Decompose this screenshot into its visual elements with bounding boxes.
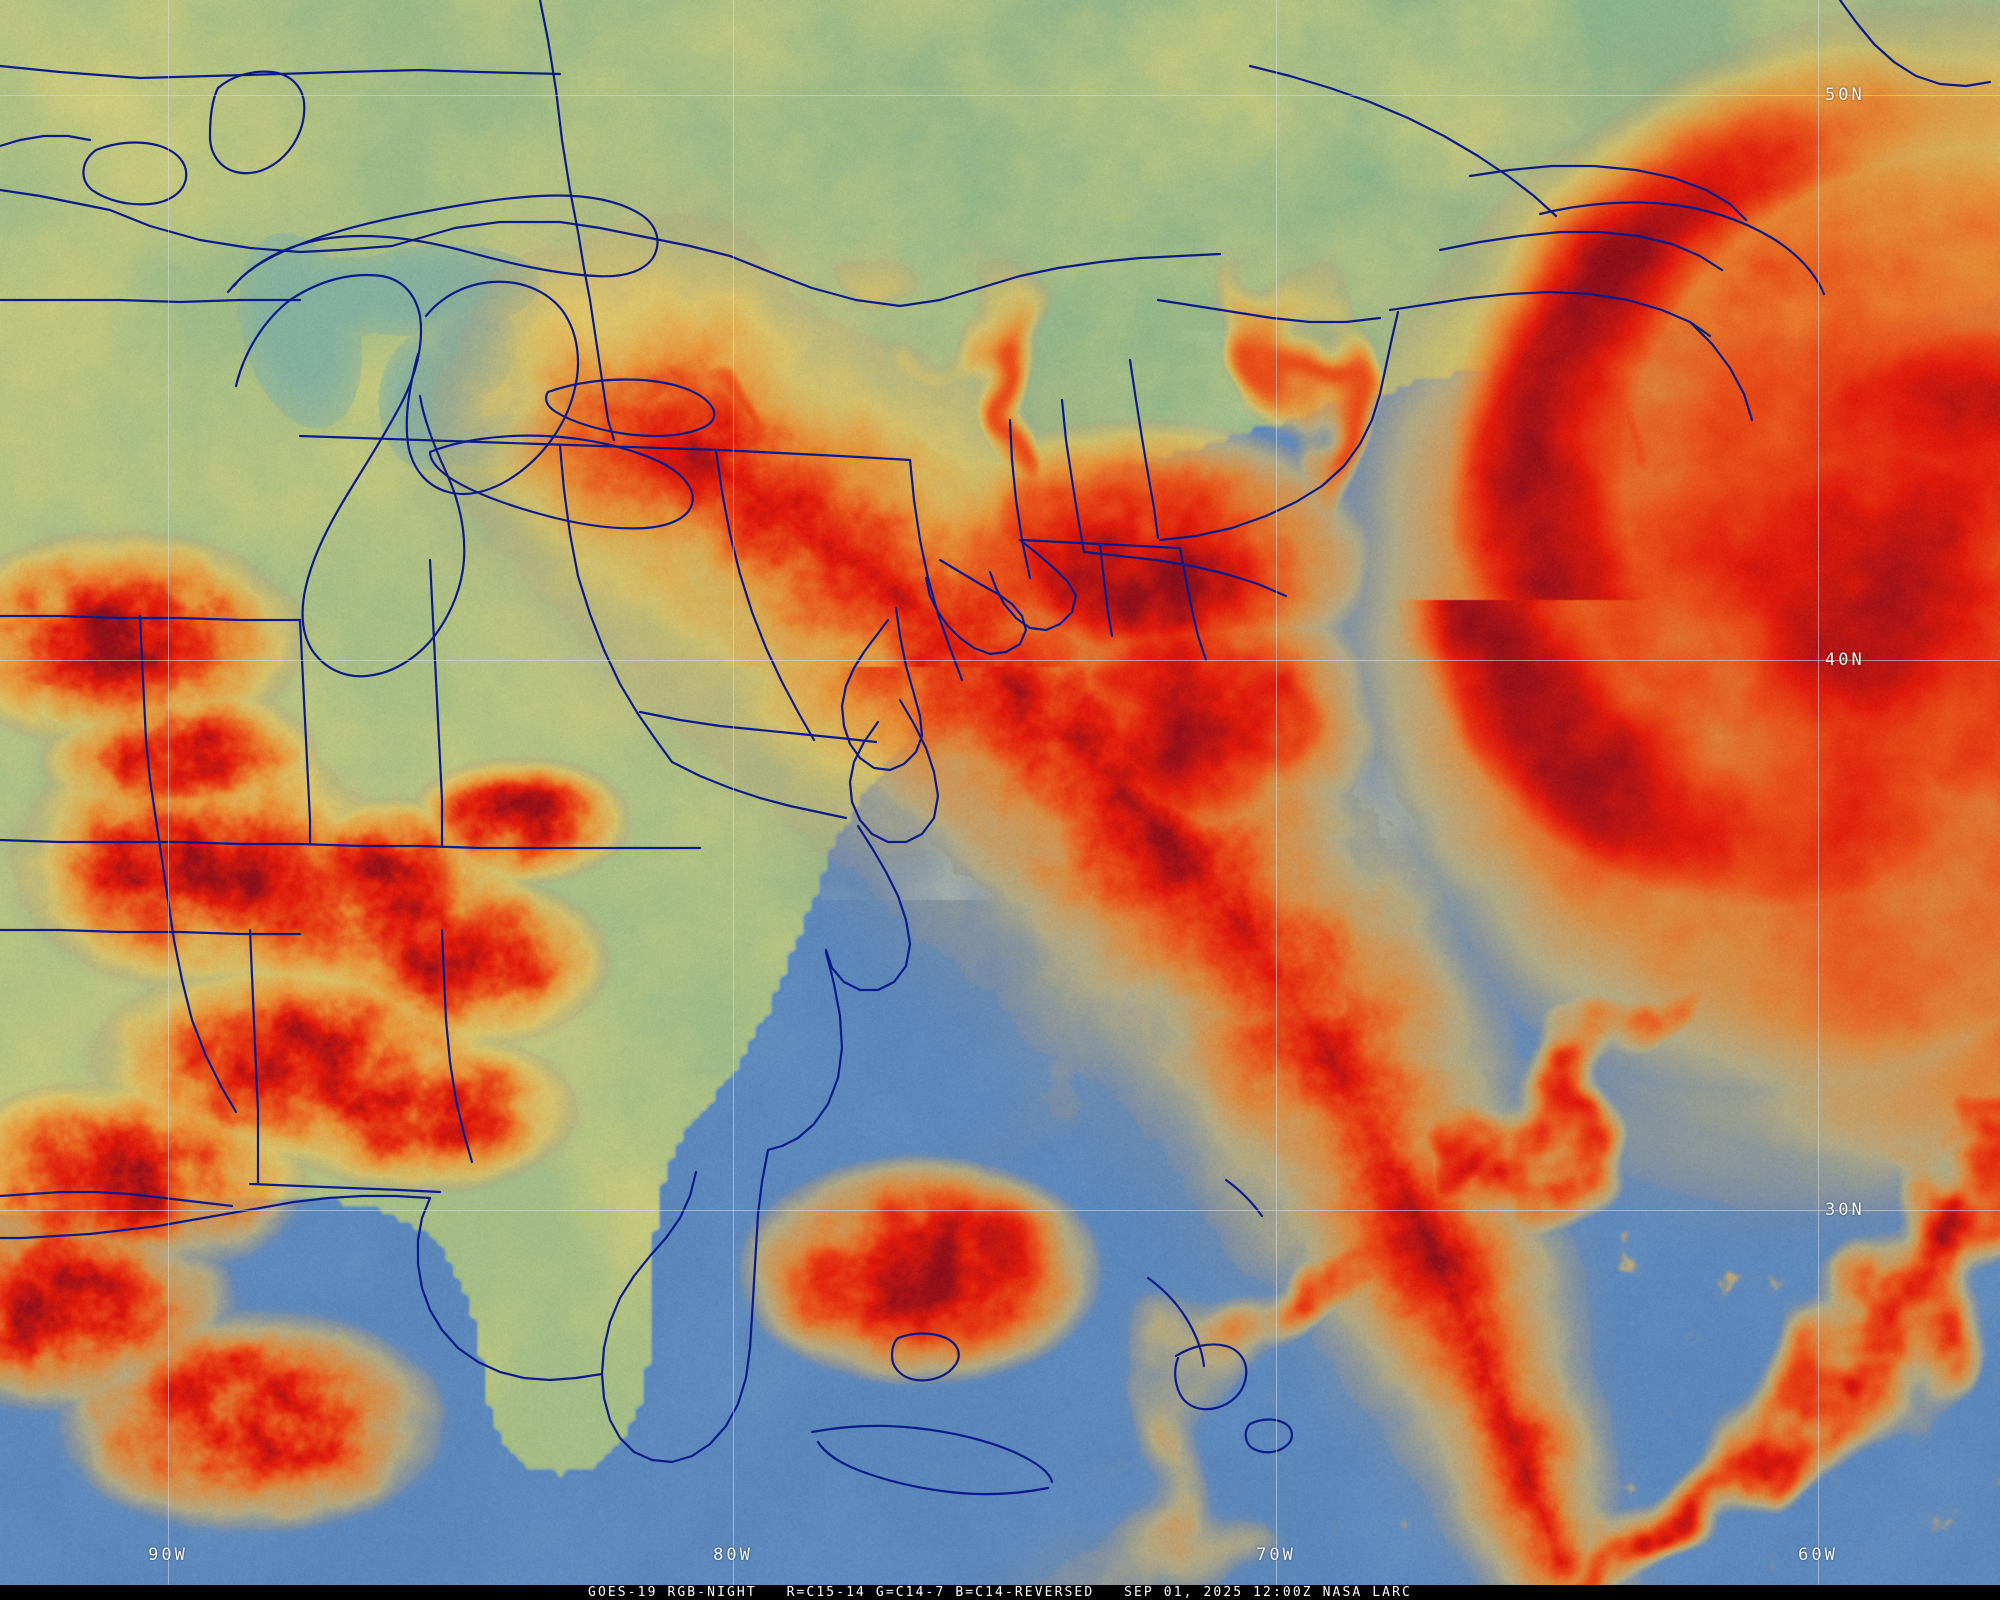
gulf-panhandle-line: [248, 1182, 442, 1194]
massachusetts-north: [1082, 550, 1288, 598]
lake-athabasca-edge: [0, 134, 92, 148]
caption-text: GOES-19 RGB-NIGHT R=C15-14 G=C14-7 B=C14…: [588, 1585, 1412, 1600]
pa-ny-border: [718, 448, 912, 462]
florida-gulf-coast: [416, 1196, 604, 1382]
new-brunswick-coast: [1388, 290, 1712, 338]
st-lawrence-lowlands: [728, 252, 1222, 308]
outer-banks-nc: [824, 824, 912, 992]
lake-michigan-outline: [234, 273, 466, 678]
lake-huron-outline: [405, 280, 580, 496]
abaco-chain: [1146, 1276, 1206, 1368]
lake-manitoba: [82, 141, 188, 206]
grand-bahama: [890, 1332, 960, 1382]
tennessee-north-line: [0, 838, 702, 850]
indiana-ohio-line: [428, 558, 444, 848]
illinois-indiana-line: [298, 618, 312, 846]
alabama-mississippi-line: [248, 928, 260, 1186]
nh-maine-line: [1060, 398, 1086, 554]
mississippi-river: [138, 614, 238, 1114]
long-island-sound: [988, 538, 1078, 632]
sc-ga-coast: [766, 950, 844, 1152]
small-cay: [1244, 1418, 1294, 1454]
cape-breton: [1538, 201, 1826, 296]
ontario-manitoba-border: [538, 0, 616, 442]
quebec-north-shore: [1248, 64, 1558, 218]
ny-metro-coast: [924, 558, 1028, 656]
indiana-ohio-north: [298, 434, 722, 452]
delmarva-chesapeake: [848, 698, 940, 844]
bahama-bank-edge: [1224, 1178, 1264, 1218]
lake-superior-outline: [226, 194, 659, 294]
alabama-georgia-line: [440, 928, 474, 1164]
ny-vt-nh-line: [908, 458, 964, 682]
ma-coast-east: [1178, 546, 1208, 662]
kentucky-virginia: [638, 710, 878, 744]
us-canada-49th-parallel: [0, 298, 302, 304]
maine-coast: [1158, 310, 1400, 542]
iowa-missouri-line: [0, 614, 302, 622]
nova-scotia-west: [1688, 320, 1754, 422]
anticosti-north: [1468, 164, 1748, 222]
gulf-coast-west: [0, 1194, 432, 1240]
andros-island: [1174, 1343, 1248, 1411]
newfoundland-west: [1838, 0, 1992, 88]
gulf-st-lawrence-south: [1438, 230, 1724, 272]
florida-peninsula-outline: [600, 1148, 770, 1464]
virginia-nc-line: [670, 760, 848, 820]
lake-erie-outline: [428, 434, 694, 530]
canada-coastline-west: [0, 188, 732, 258]
vermont-nh-line: [1008, 418, 1032, 580]
lake-ontario-outline: [545, 378, 716, 438]
cuba-north-coast: [810, 1424, 1054, 1484]
ohio-west-virginia: [558, 444, 674, 764]
caption-bar: GOES-19 RGB-NIGHT R=C15-14 G=C14-7 B=C14…: [0, 1585, 2000, 1600]
ct-ri-line: [1098, 542, 1114, 638]
pennsylvania-east: [714, 448, 816, 742]
lake-winnipeg: [208, 70, 306, 175]
tennessee-south-line: [0, 928, 302, 936]
new-jersey-outline: [840, 606, 924, 772]
louisiana-mississippi-coast: [0, 1190, 234, 1208]
cuba-south-coast: [816, 1440, 1050, 1496]
hudson-bay-south-shore: [0, 64, 562, 80]
maine-canada-border: [1156, 298, 1382, 324]
maine-nh-border: [1128, 358, 1160, 540]
